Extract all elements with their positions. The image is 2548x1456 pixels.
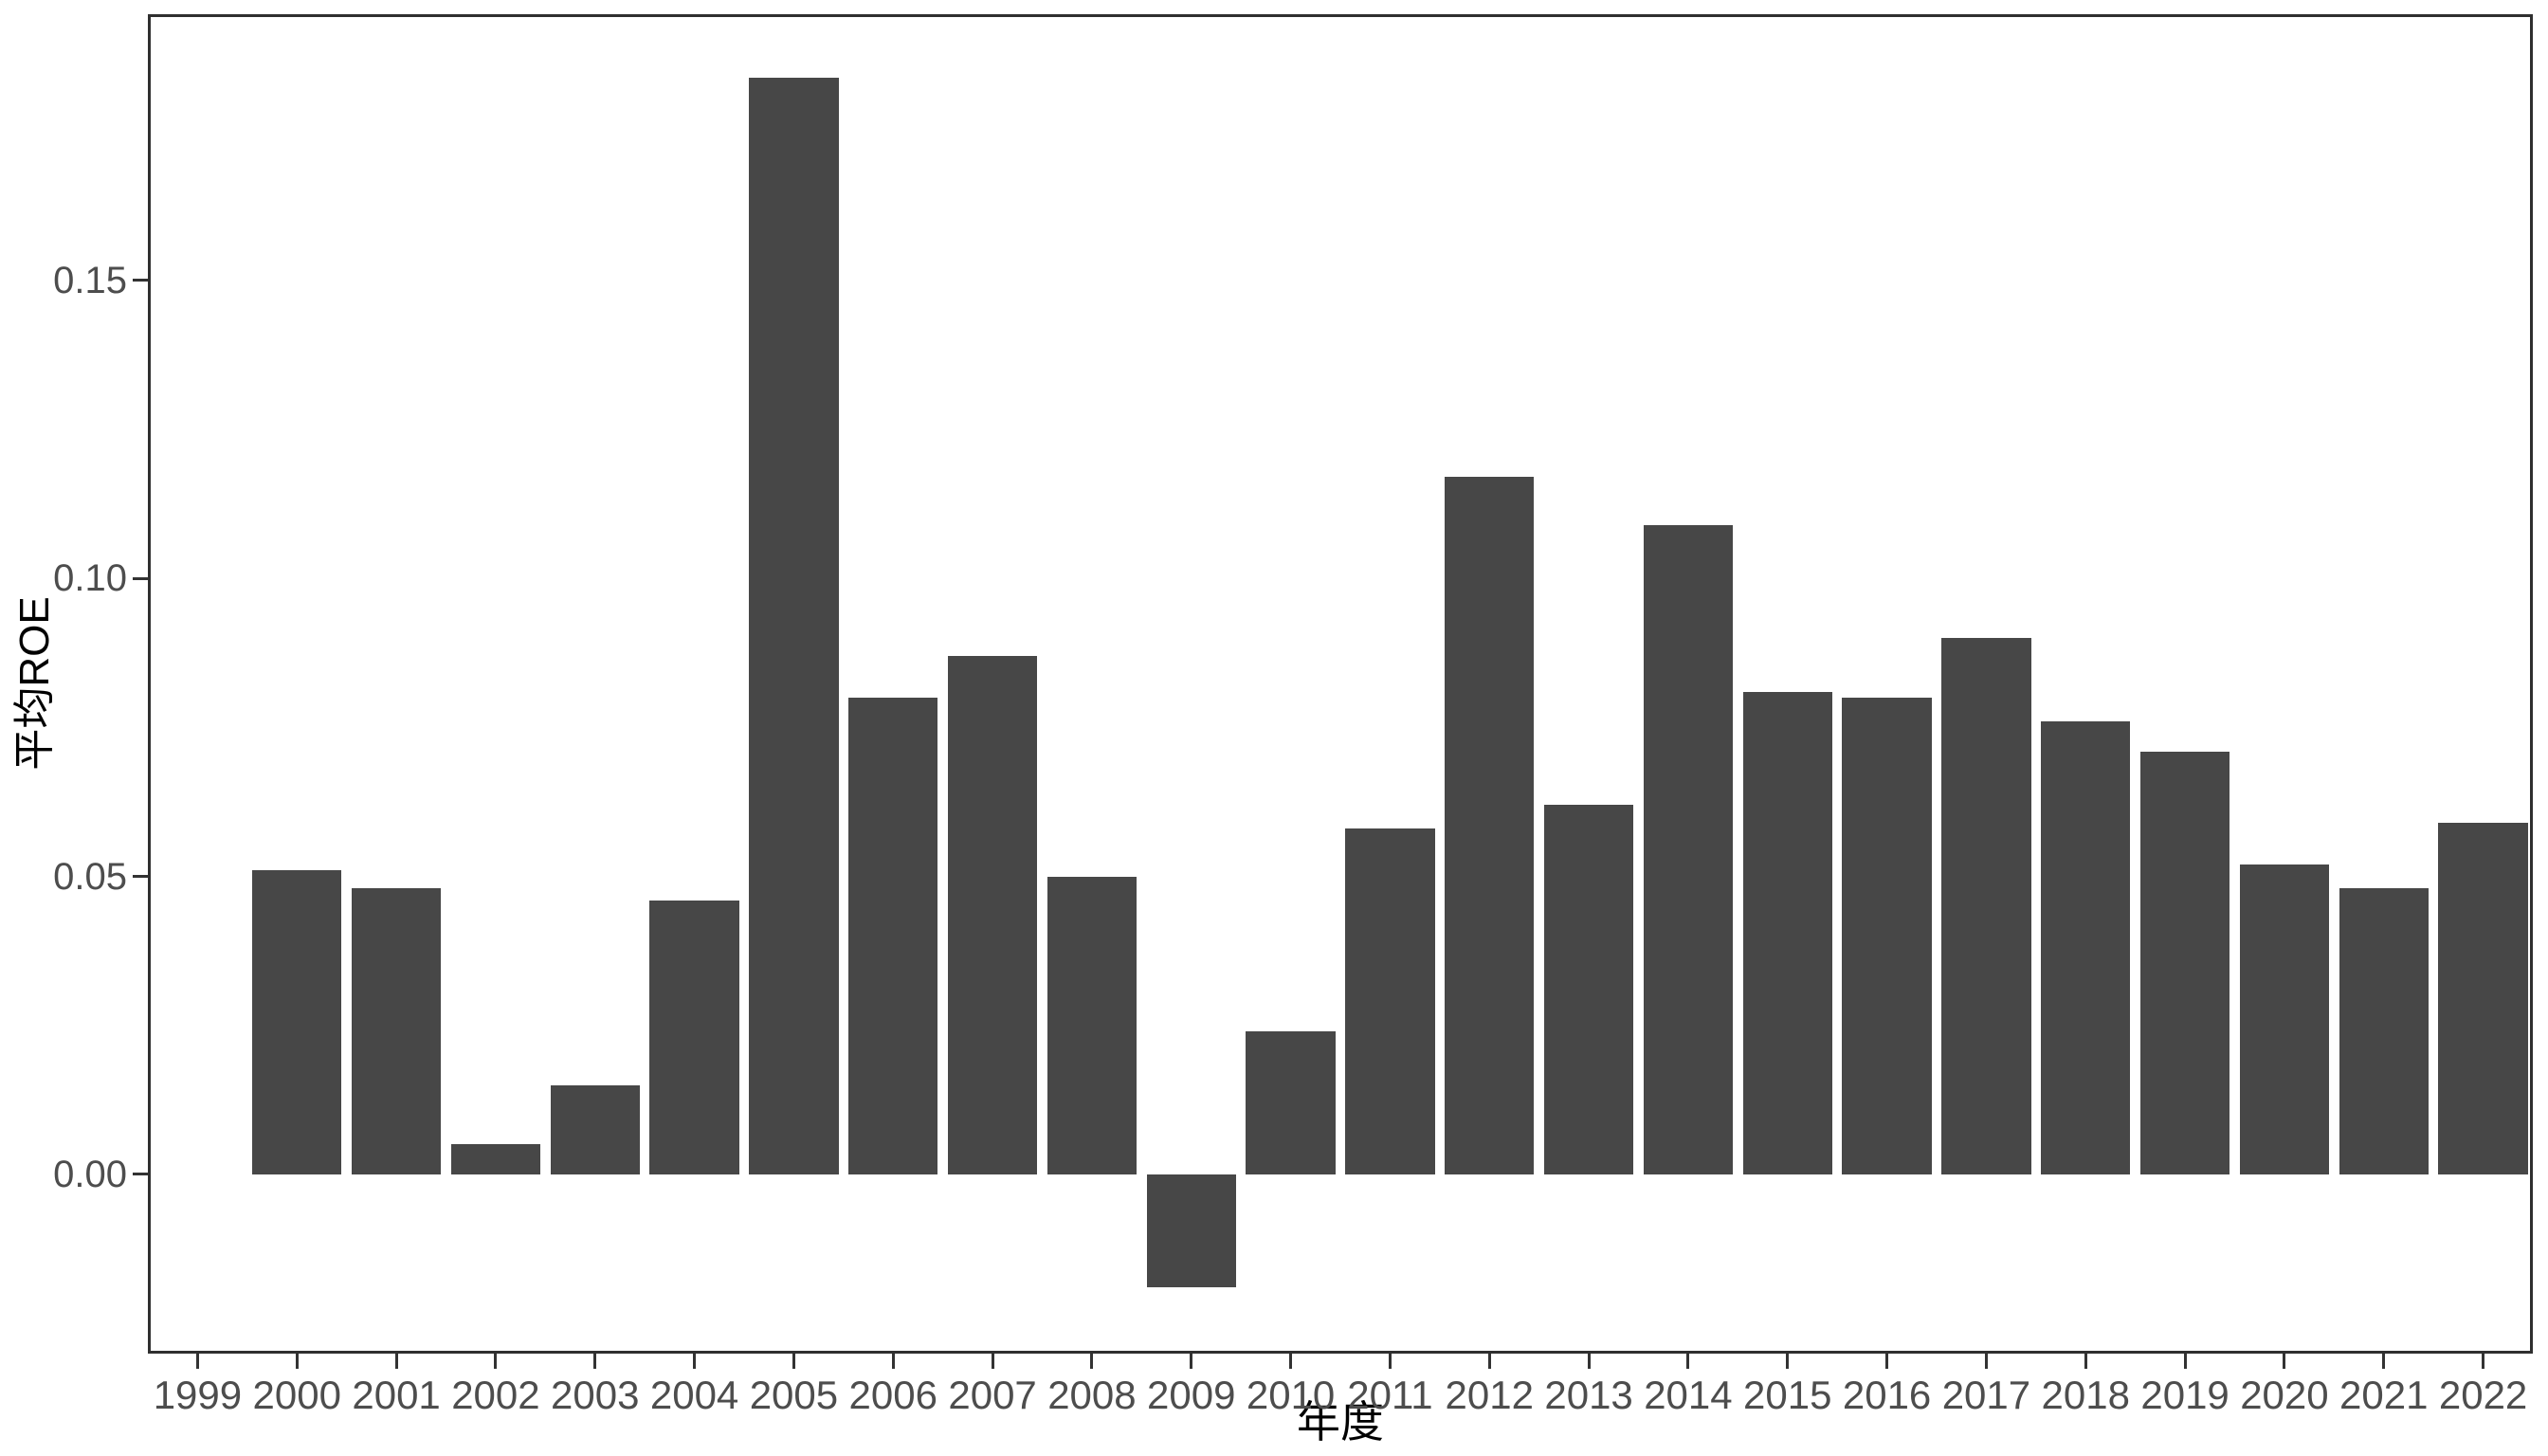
bar-2020 (2239, 864, 2330, 1174)
x-tick-mark-2009 (1190, 1354, 1193, 1369)
x-tick-mark-2011 (1388, 1354, 1392, 1369)
bar-2015 (1742, 691, 1832, 1174)
bar-2004 (649, 900, 739, 1174)
y-tick-label-0.05: 0.05 (53, 855, 127, 898)
x-tick-label-2015: 2015 (1743, 1373, 1832, 1417)
bar-2014 (1643, 524, 1734, 1174)
x-tick-label-2009: 2009 (1147, 1373, 1236, 1417)
x-tick-label-2003: 2003 (551, 1373, 640, 1417)
x-tick-label-2021: 2021 (2339, 1373, 2429, 1417)
bar-2021 (2339, 888, 2429, 1174)
x-tick-mark-2001 (394, 1354, 398, 1369)
x-tick-mark-2012 (1487, 1354, 1491, 1369)
x-tick-label-2013: 2013 (1544, 1373, 1633, 1417)
y-tick-mark-0.05 (133, 875, 148, 879)
bar-2017 (1941, 638, 2031, 1174)
y-tick-mark-0.10 (133, 576, 148, 580)
bar-2019 (2139, 751, 2230, 1174)
x-tick-label-2007: 2007 (948, 1373, 1037, 1417)
x-tick-label-2010: 2010 (1246, 1373, 1336, 1417)
bar-2011 (1345, 828, 1435, 1174)
x-tick-mark-2000 (295, 1354, 299, 1369)
bar-2018 (2041, 721, 2131, 1174)
x-tick-mark-2015 (1786, 1354, 1790, 1369)
bar-2001 (351, 888, 442, 1174)
bar-2000 (252, 870, 342, 1174)
y-tick-label-0.15: 0.15 (53, 259, 127, 301)
x-tick-mark-2018 (2084, 1354, 2087, 1369)
x-tick-mark-2017 (1984, 1354, 1988, 1369)
y-tick-label-0.10: 0.10 (53, 557, 127, 600)
x-tick-mark-2006 (891, 1354, 895, 1369)
plot-panel-border (148, 14, 2533, 1354)
x-tick-label-2022: 2022 (2438, 1373, 2528, 1417)
x-tick-mark-2019 (2183, 1354, 2187, 1369)
x-tick-mark-2016 (1885, 1354, 1889, 1369)
y-tick-mark-0.15 (133, 279, 148, 282)
bar-2013 (1543, 805, 1634, 1174)
x-tick-mark-2020 (2283, 1354, 2286, 1369)
bar-2009 (1146, 1174, 1236, 1288)
x-tick-mark-2022 (2482, 1354, 2485, 1369)
x-tick-mark-2008 (1090, 1354, 1094, 1369)
x-tick-label-2006: 2006 (848, 1373, 937, 1417)
y-tick-mark-0.00 (133, 1173, 148, 1176)
x-tick-mark-2013 (1587, 1354, 1591, 1369)
x-tick-mark-2007 (991, 1354, 994, 1369)
x-tick-label-2017: 2017 (1941, 1373, 2031, 1417)
bar-2010 (1246, 1030, 1336, 1174)
y-axis-title: 平均ROE (11, 596, 58, 771)
x-tick-mark-2021 (2382, 1354, 2386, 1369)
bar-2006 (848, 697, 938, 1174)
x-tick-label-2008: 2008 (1047, 1373, 1137, 1417)
x-tick-label-2005: 2005 (749, 1373, 839, 1417)
bar-2012 (1445, 477, 1535, 1174)
x-tick-mark-2014 (1686, 1354, 1690, 1369)
x-tick-mark-2004 (693, 1354, 697, 1369)
x-tick-label-2004: 2004 (649, 1373, 739, 1417)
x-tick-mark-2005 (792, 1354, 795, 1369)
x-tick-label-2020: 2020 (2240, 1373, 2329, 1417)
x-tick-label-2018: 2018 (2041, 1373, 2130, 1417)
x-tick-label-1999: 1999 (153, 1373, 243, 1417)
x-tick-label-2001: 2001 (352, 1373, 441, 1417)
bar-2022 (2438, 822, 2528, 1174)
x-tick-mark-1999 (195, 1354, 199, 1369)
x-tick-mark-2002 (494, 1354, 498, 1369)
bar-2008 (1046, 876, 1138, 1174)
bar-2003 (550, 1084, 640, 1174)
x-tick-label-2000: 2000 (252, 1373, 341, 1417)
x-tick-label-2014: 2014 (1644, 1373, 1733, 1417)
x-tick-label-2011: 2011 (1347, 1373, 1433, 1417)
x-tick-label-2016: 2016 (1842, 1373, 1932, 1417)
x-tick-mark-2010 (1289, 1354, 1293, 1369)
bar-2002 (450, 1144, 541, 1174)
bar-2007 (947, 655, 1038, 1174)
bar-2005 (749, 78, 839, 1174)
x-tick-label-2012: 2012 (1445, 1373, 1534, 1417)
y-tick-label-0.00: 0.00 (53, 1153, 127, 1195)
x-tick-label-2002: 2002 (451, 1373, 540, 1417)
x-axis-title: 年度 (1297, 1397, 1384, 1447)
x-tick-mark-2003 (593, 1354, 597, 1369)
x-tick-label-2019: 2019 (2140, 1373, 2230, 1417)
bar-2016 (1842, 697, 1932, 1174)
